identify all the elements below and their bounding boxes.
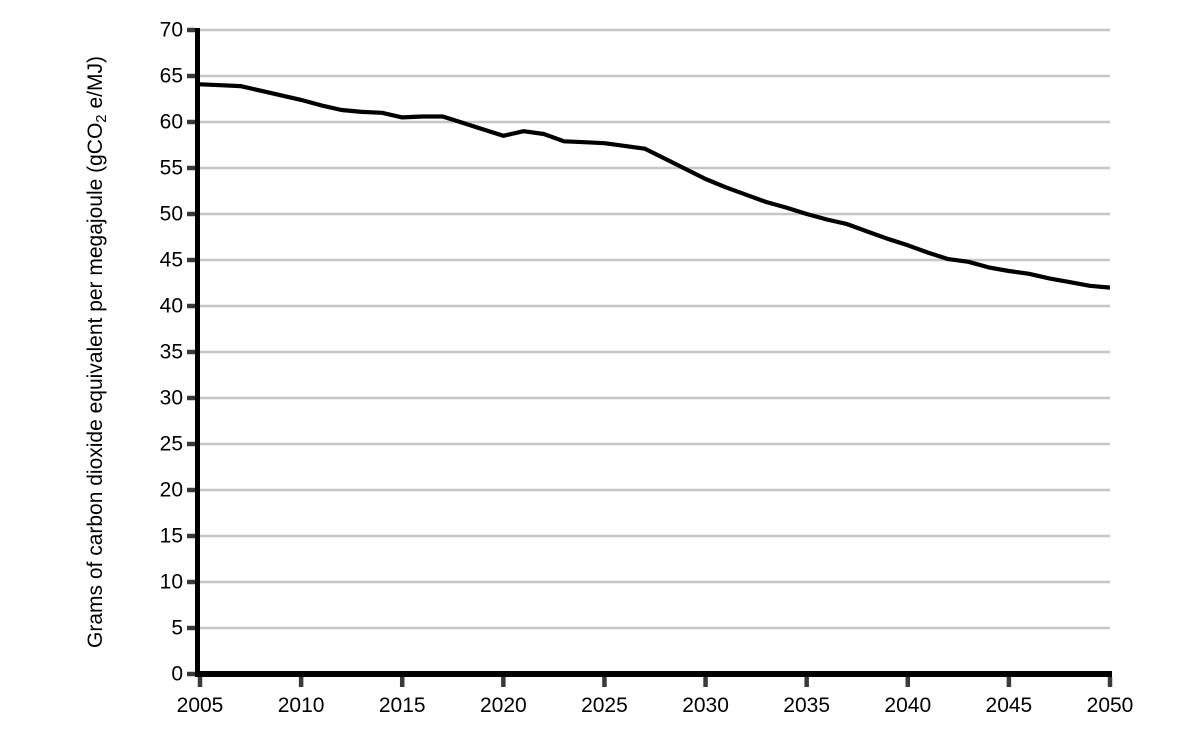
y-tick-label-30: 30: [160, 387, 183, 410]
y-tick-label-45: 45: [160, 249, 183, 272]
x-tick-label-2045: 2045: [986, 694, 1033, 717]
y-tick-label-70: 70: [160, 19, 183, 42]
x-tick-label-2025: 2025: [581, 694, 628, 717]
x-tick-label-2050: 2050: [1087, 694, 1134, 717]
y-axis-label: Grams of carbon dioxide equivalent per m…: [84, 56, 110, 648]
x-tick-label-2005: 2005: [177, 694, 224, 717]
y-tick-label-35: 35: [160, 341, 183, 364]
y-tick-label-60: 60: [160, 111, 183, 134]
y-tick-label-40: 40: [160, 295, 183, 318]
y-tick-label-0: 0: [171, 663, 183, 686]
y-tick-label-5: 5: [171, 617, 183, 640]
y-tick-label-50: 50: [160, 203, 183, 226]
y-tick-label-55: 55: [160, 157, 183, 180]
x-tick-label-2040: 2040: [884, 694, 931, 717]
y-tick-label-20: 20: [160, 479, 183, 502]
x-tick-label-2035: 2035: [783, 694, 830, 717]
x-tick-label-2010: 2010: [278, 694, 325, 717]
x-tick-label-2030: 2030: [682, 694, 729, 717]
y-tick-label-10: 10: [160, 571, 183, 594]
data-series-line: [199, 82, 1111, 290]
y-axis-label-units: e/MJ): [84, 56, 107, 115]
x-tick-label-2015: 2015: [379, 694, 426, 717]
y-axis-label-text: Grams of carbon dioxide equivalent per m…: [84, 122, 107, 648]
y-tick-label-25: 25: [160, 433, 183, 456]
y-tick-label-65: 65: [160, 65, 183, 88]
y-axis-label-subscript: 2: [93, 114, 110, 123]
y-tick-label-15: 15: [160, 525, 183, 548]
x-tick-label-2020: 2020: [480, 694, 527, 717]
